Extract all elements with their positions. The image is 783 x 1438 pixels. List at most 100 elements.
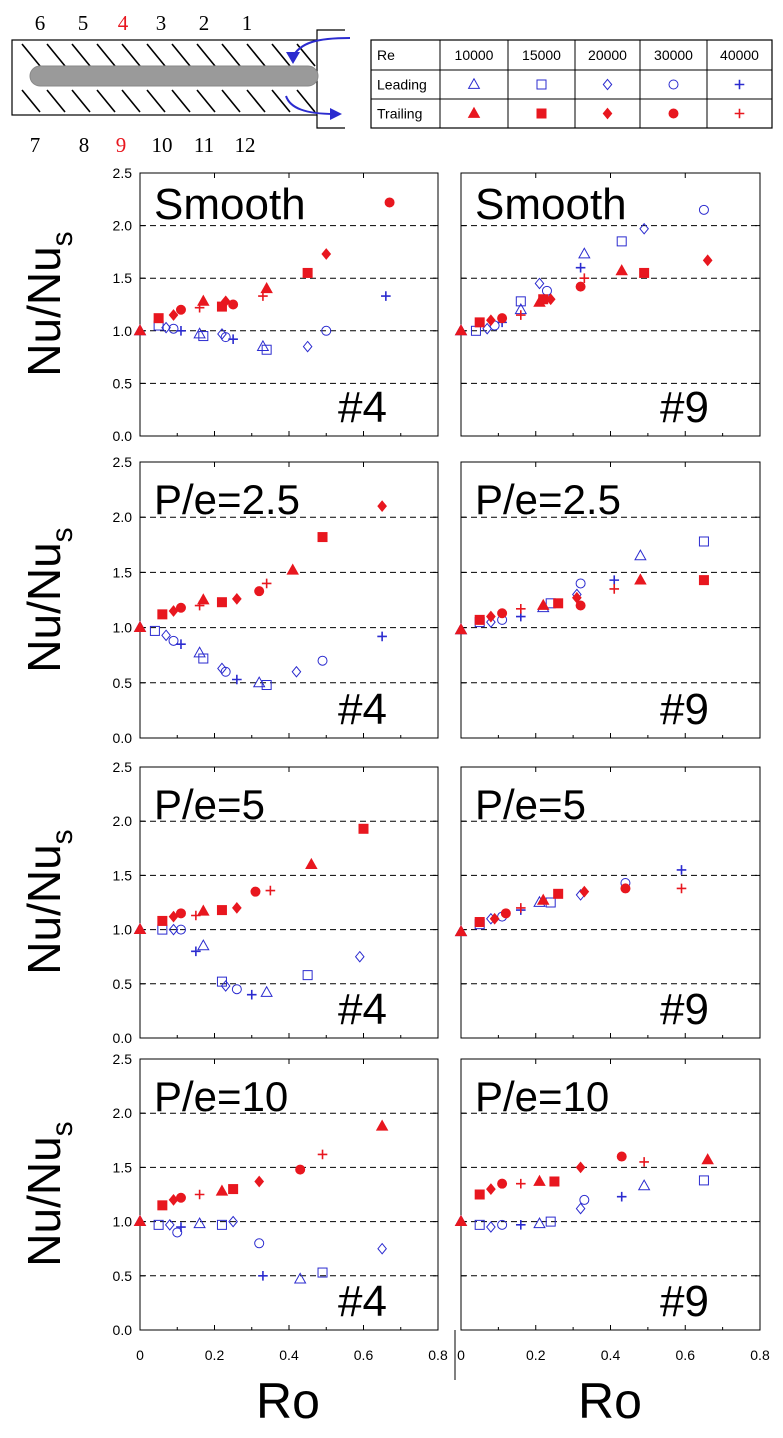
y-axis-label: Nu/Nus [18, 231, 79, 376]
data-point-leading [176, 1222, 186, 1232]
data-point-trailing [175, 304, 186, 315]
y-tick-label: 2.5 [113, 759, 133, 775]
panel-title: P/e=10 [475, 1073, 609, 1120]
data-point-leading [634, 549, 647, 561]
data-point-trailing [286, 563, 299, 575]
legend-marker [536, 108, 547, 119]
data-point-leading [515, 296, 526, 307]
rib-hatch-bottom [271, 89, 291, 113]
y-axis-label-sub: s [46, 829, 79, 844]
y-tick-label: 0.5 [113, 375, 133, 391]
rib-hatch-bottom [46, 89, 66, 113]
diagram-number-top: 3 [156, 11, 167, 35]
divider-wall [29, 65, 319, 87]
diagram-number-top: 5 [78, 11, 89, 35]
data-point-leading [153, 1219, 164, 1230]
data-point-leading [486, 616, 496, 628]
data-point-trailing [620, 883, 631, 894]
data-point-trailing [216, 905, 227, 916]
data-point-trailing [516, 604, 526, 614]
x-axis-label: Ro [578, 1373, 642, 1429]
data-point-leading [217, 662, 227, 675]
data-point-trailing [474, 1189, 485, 1200]
data-point-trailing [197, 593, 210, 605]
data-point-trailing [454, 1214, 468, 1226]
data-point-trailing [474, 317, 485, 328]
data-point-trailing [265, 885, 276, 896]
legend-re-value: 10000 [455, 47, 494, 63]
data-point-leading [198, 653, 209, 664]
y-tick-label: 2.5 [113, 1051, 133, 1067]
panel-annotation: #4 [338, 1277, 387, 1326]
data-point-trailing [516, 1178, 526, 1189]
y-tick-label: 1.5 [113, 270, 133, 286]
data-point-leading [220, 332, 231, 343]
data-point-trailing [254, 1175, 265, 1188]
data-point-trailing [228, 1184, 239, 1195]
data-point-leading [258, 1271, 268, 1281]
data-point-leading [193, 646, 206, 658]
data-point-leading [639, 222, 649, 235]
y-axis-label: Nu/Nus [18, 527, 79, 672]
y-tick-label: 0.0 [113, 428, 133, 444]
data-point-trailing [261, 578, 272, 589]
rib-hatch-bottom [71, 89, 91, 113]
data-point-trailing [295, 1164, 306, 1175]
rib-hatch-top [221, 43, 241, 67]
data-point-trailing [486, 610, 496, 623]
y-tick-label: 0.5 [113, 976, 133, 992]
data-point-trailing [545, 293, 556, 306]
data-point-trailing [639, 267, 650, 278]
data-point-leading [497, 1219, 508, 1230]
data-point-trailing [575, 600, 586, 611]
data-point-trailing [454, 925, 468, 937]
legend-row-label: Leading [377, 77, 427, 93]
y-tick-label: 2.0 [113, 509, 133, 525]
chart-panel: 0.0 0.5 1.0 1.5 2.0 2.5 P/e=2.5 #4 [113, 454, 439, 746]
data-point-leading [176, 326, 186, 336]
rib-hatch-bottom [196, 89, 216, 113]
data-point-trailing [575, 1161, 586, 1174]
data-point-leading [168, 323, 179, 334]
data-point-trailing [305, 857, 318, 869]
data-point-trailing [533, 1174, 546, 1186]
diagram-number-top: 4 [118, 11, 129, 35]
data-point-trailing [215, 1184, 229, 1196]
legend-marker [668, 79, 679, 90]
data-point-trailing [497, 1178, 508, 1189]
data-point-trailing [454, 324, 468, 336]
data-point-leading [302, 340, 313, 353]
data-point-leading [486, 1221, 496, 1233]
y-axis-label-main: Nu/Nu [18, 1136, 70, 1266]
panel-annotation: #9 [660, 1277, 709, 1326]
data-point-trailing [701, 1153, 714, 1165]
rib-hatch-bottom [221, 89, 241, 113]
data-point-trailing [516, 903, 526, 913]
data-point-leading [193, 1217, 206, 1229]
data-point-leading [698, 536, 709, 547]
data-point-leading [149, 625, 160, 636]
legend-marker [602, 107, 613, 120]
data-point-trailing [232, 593, 242, 605]
rib-hatch-top [71, 43, 91, 67]
data-point-trailing [549, 1176, 560, 1187]
data-point-trailing [454, 623, 468, 635]
data-point-leading [317, 655, 328, 666]
x-axis-label: Ro [256, 1373, 320, 1429]
data-point-leading [534, 277, 545, 290]
data-point-trailing [575, 281, 586, 292]
data-point-trailing [168, 309, 179, 321]
y-tick-label: 1.5 [113, 1159, 133, 1175]
data-point-trailing [302, 267, 313, 278]
data-point-leading [354, 950, 365, 963]
diagram-number-top: 2 [199, 11, 210, 35]
y-axis-label-main: Nu/Nu [18, 246, 70, 376]
y-tick-label: 0.0 [113, 1030, 133, 1046]
channel-diagram: 6 5 4 3 2 1 7 8 9 10 11 12 [11, 11, 351, 157]
inlet-wall [316, 29, 345, 129]
data-point-trailing [553, 888, 564, 899]
data-point-leading [231, 984, 242, 995]
legend-marker [536, 79, 547, 90]
data-point-leading [228, 1215, 238, 1228]
data-point-leading [533, 1217, 546, 1229]
